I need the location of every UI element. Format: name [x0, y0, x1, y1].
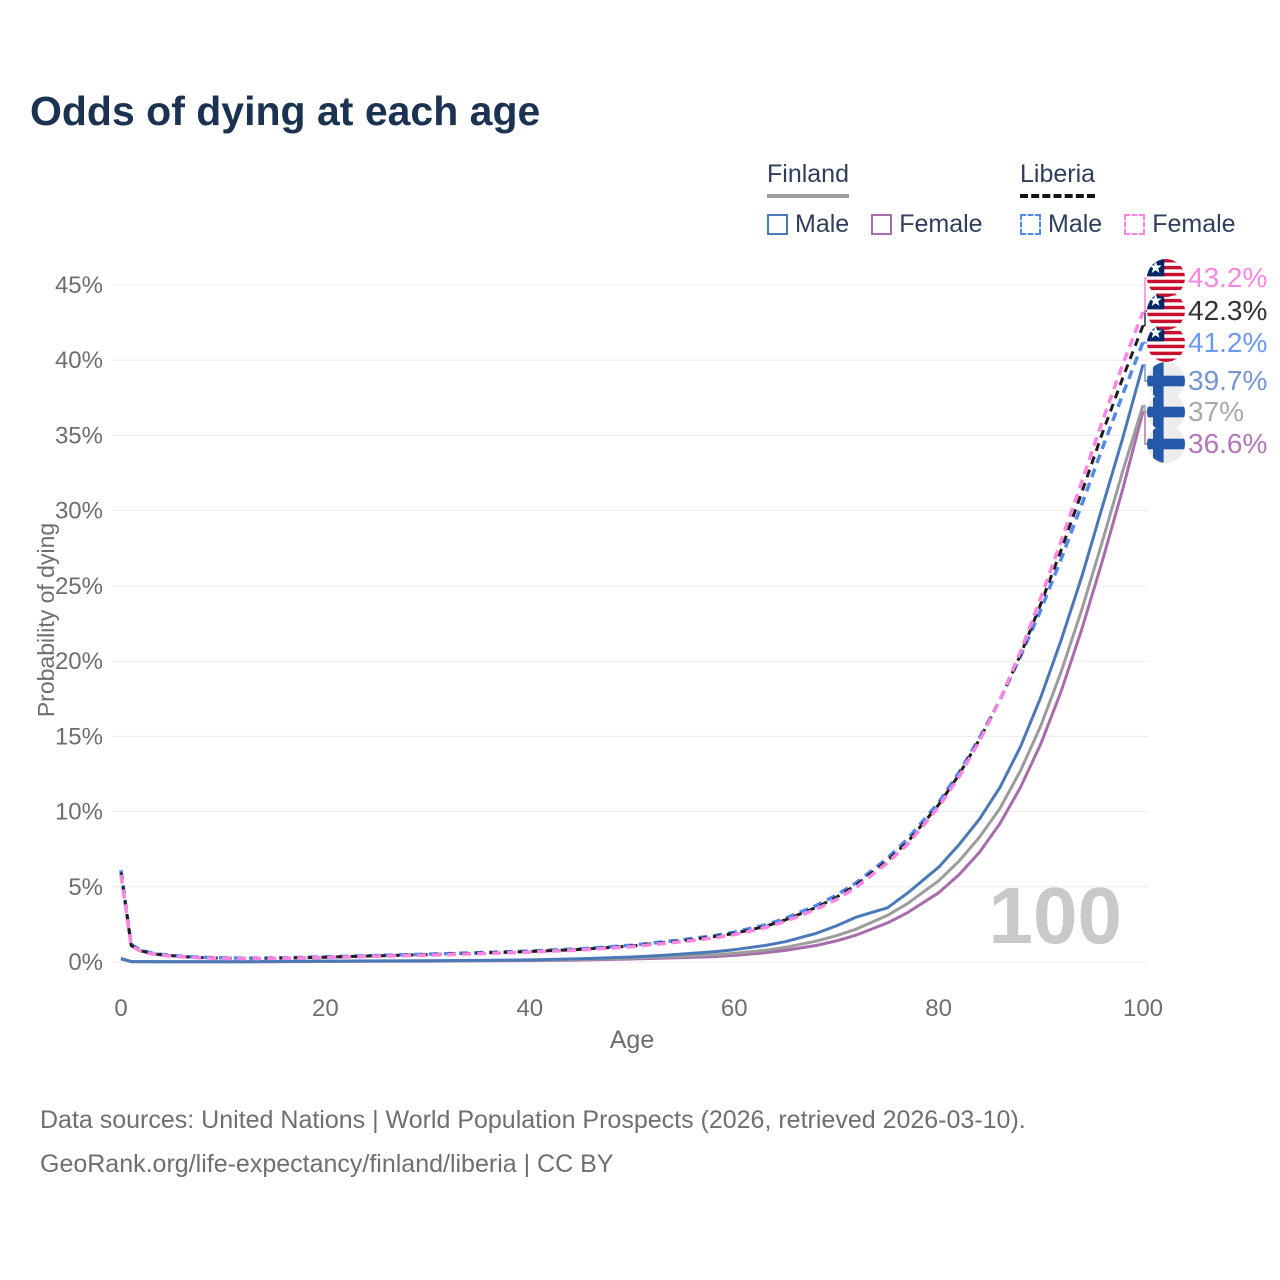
flag-star [1149, 261, 1162, 273]
flag-stripe [1147, 305, 1185, 310]
x-axis-title: Age [610, 1026, 654, 1054]
legend-country-finland: Finland [767, 160, 849, 198]
end-label-finland-both: 37% [1147, 393, 1244, 431]
y-tick-label: 40% [55, 347, 103, 374]
flag-stripe [1147, 358, 1185, 362]
finland-male-swatch-icon [767, 214, 788, 235]
flag-stripe [1147, 279, 1185, 284]
page-title: Odds of dying at each age [30, 88, 541, 134]
flag-stripe [1147, 355, 1185, 359]
flag-stripe [1147, 326, 1185, 330]
y-tick-label: 30% [55, 498, 103, 525]
end-label-value: 37% [1188, 396, 1244, 427]
flag-stripe [1147, 309, 1185, 314]
legend-item-label: Male [1048, 210, 1103, 238]
flag-stripe [1147, 330, 1185, 335]
flag-stripe [1147, 269, 1185, 274]
end-label-finland-male: 39.7% [1147, 362, 1267, 400]
flag-stripe [1147, 316, 1185, 321]
flag-star [1149, 294, 1162, 306]
flag-stripe [1147, 265, 1185, 270]
flag-cross-v [1153, 362, 1164, 400]
x-tick-label: 40 [516, 995, 543, 1022]
x-tick-label: 60 [721, 995, 748, 1022]
series-line-finland-male[interactable] [120, 364, 1145, 964]
flag-stripe [1147, 351, 1185, 356]
flag-stripe [1147, 272, 1185, 277]
legend-item-finland-male[interactable]: Male [767, 210, 849, 239]
end-label-finland-female: 36.6% [1147, 425, 1267, 463]
flag-stripe [1147, 302, 1185, 307]
hovered-age-watermark: 100 [989, 871, 1122, 960]
flag-stripe [1147, 262, 1185, 267]
flag-cross-h [1147, 375, 1185, 387]
flag-stripe [1147, 348, 1185, 353]
y-tick-label: 0% [68, 949, 103, 976]
legend-group-finland: Finland Male Female [767, 160, 983, 239]
flag-stripe [1147, 341, 1185, 346]
flag-stripe [1147, 312, 1185, 317]
flag-stripe [1147, 334, 1185, 339]
legend-item-finland-female[interactable]: Female [871, 210, 983, 239]
finland-female-swatch-icon [871, 214, 893, 235]
flag-stripe [1147, 293, 1185, 297]
legend-group-liberia: Liberia Male Female [1020, 160, 1236, 239]
legend-item-liberia-female[interactable]: Female [1124, 210, 1236, 239]
flag-stripe [1147, 276, 1185, 281]
series-line-liberia-both[interactable] [119, 325, 1145, 960]
liberia-female-swatch-icon [1124, 214, 1146, 235]
flag-stripe [1147, 283, 1185, 288]
series-line-liberia-male[interactable] [119, 341, 1145, 960]
legend-item-label: Female [899, 210, 983, 238]
data-sources-line1: Data sources: United Nations | World Pop… [40, 1106, 1026, 1134]
y-tick-label: 15% [55, 723, 103, 750]
legend-item-label: Female [1152, 210, 1236, 238]
y-axis-title: Probability of dying [33, 523, 59, 717]
legend-country-liberia: Liberia [1020, 160, 1096, 198]
y-tick-label: 25% [55, 573, 103, 600]
flag-stripe [1147, 290, 1185, 294]
y-tick-label: 20% [55, 648, 103, 675]
y-tick-label: 35% [55, 422, 103, 449]
end-label-value: 41.2% [1188, 327, 1267, 358]
y-tick-label: 10% [55, 799, 103, 826]
legend-item-liberia-male[interactable]: Male [1020, 210, 1102, 239]
liberia-male-swatch-icon [1020, 214, 1041, 235]
flag-stripe [1147, 323, 1185, 327]
y-tick-label: 5% [68, 874, 103, 901]
flag-cross-h [1147, 438, 1185, 450]
y-tick-label: 45% [55, 272, 103, 299]
flag-cross-v [1153, 425, 1164, 463]
flag-stripe [1147, 286, 1185, 291]
flag-stripe [1147, 319, 1185, 324]
flag-star [1149, 326, 1162, 338]
finland-flag-icon [1147, 425, 1185, 463]
liberia-flag-icon [1147, 292, 1185, 330]
flag-stripe [1147, 259, 1185, 263]
flag-stripe [1147, 298, 1185, 303]
data-sources-line2: GeoRank.org/life-expectancy/finland/libe… [40, 1150, 614, 1178]
liberia-flag-icon [1147, 259, 1185, 297]
end-label-value: 43.2% [1188, 262, 1267, 293]
x-tick-label: 80 [925, 995, 952, 1022]
finland-flag-icon [1147, 362, 1185, 400]
x-tick-label: 100 [1123, 995, 1163, 1022]
data-sources: Data sources: United Nations | World Pop… [40, 1106, 1026, 1194]
flag-cross-v [1153, 393, 1164, 431]
x-tick-label: 0 [114, 995, 127, 1022]
end-label-value: 36.6% [1188, 428, 1267, 459]
flag-stripe [1147, 295, 1185, 300]
end-label-liberia-both: 42.3% [1147, 292, 1267, 330]
end-label-value: 42.3% [1188, 295, 1267, 326]
flag-stripe [1147, 337, 1185, 342]
flag-stripe [1147, 344, 1185, 349]
x-tick-label: 20 [312, 995, 339, 1022]
end-label-value: 39.7% [1188, 365, 1267, 396]
end-label-liberia-female: 43.2% [1147, 259, 1267, 297]
series-line-liberia-female[interactable] [119, 311, 1145, 961]
flag-cross-h [1147, 406, 1185, 418]
legend-item-label: Male [795, 210, 850, 238]
